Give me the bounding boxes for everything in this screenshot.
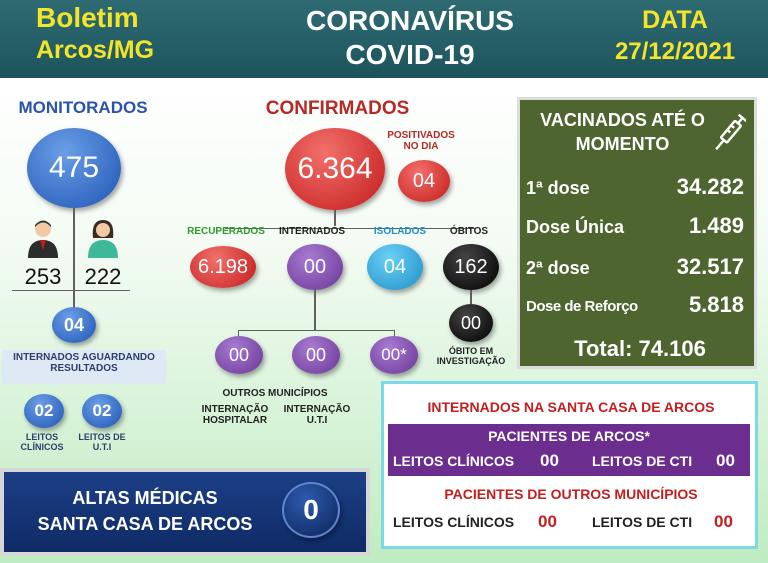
connector-line (314, 290, 316, 330)
arcos-clinicos-value: 00 (540, 451, 559, 470)
vacina-reforco-label: Dose de Reforço (526, 298, 638, 315)
obitos-circle: 162 (443, 244, 499, 290)
internados-label: INTERNADOS (278, 226, 346, 237)
leitos-clinicos-circle: 02 (24, 394, 64, 428)
pacientes-outros-label: PACIENTES DE OUTROS MUNICÍPIOS (444, 486, 698, 502)
aguardando-label: INTERNADOS AGUARDANDO RESULTADOS (13, 352, 155, 374)
outros-clinicos-value: 00 (538, 512, 557, 531)
outros-municipios-label: OUTROS MUNICÍPIOS (222, 388, 328, 399)
isolados-label: ISOLADOS (373, 226, 427, 237)
obito-investigacao-label: ÓBITO EM INVESTIGAÇÃO (436, 346, 506, 366)
female-person-icon (88, 220, 118, 258)
monitorados-women: 222 (84, 264, 122, 289)
internados-sub1-circle: 00 (215, 336, 263, 374)
monitorados-label: MONITORADOS (18, 98, 148, 117)
syringe-icon (715, 113, 746, 151)
outros-clinicos-label: LEITOS CLÍNICOS (393, 514, 515, 530)
altas-value-circle: 0 (282, 482, 340, 538)
male-person-icon (28, 220, 58, 258)
vacina-dose1-value: 34.282 (676, 174, 744, 199)
outros-cti-label: LEITOS DE CTI (592, 514, 693, 530)
date-value: 27/12/2021 (614, 38, 736, 65)
internacao-hospitalar-label: INTERNAÇÃO HOSPITALAR (201, 404, 269, 426)
divider-line (12, 290, 130, 291)
leitos-clinicos-label: LEITOS CLÍNICOS (20, 432, 64, 452)
arcos-cti-label: LEITOS DE CTI (592, 453, 693, 469)
main-title: CORONAVÍRUS COVID-19 (306, 5, 514, 70)
connector-line (394, 330, 395, 338)
connector-line (225, 228, 475, 229)
internados-sub3-circle: 00* (370, 336, 418, 374)
vacinados-title: VACINADOS ATÉ O MOMENTO (540, 110, 705, 154)
pacientes-arcos-label: PACIENTES DE ARCOS* (488, 428, 650, 444)
monitorados-circle: 475 (27, 128, 121, 208)
positivados-label: POSITIVADOS NO DIA (387, 130, 455, 152)
aguardando-band (2, 350, 166, 384)
connector-line (238, 330, 239, 338)
leitos-uti-label: LEITOS DE U.T.I (78, 432, 126, 452)
connector-line (470, 290, 472, 304)
monitorados-men: 253 (24, 264, 62, 289)
confirmados-label: CONFIRMADOS (265, 98, 410, 119)
recuperados-label: RECUPERADOS (187, 226, 265, 237)
outros-cti-value: 00 (714, 512, 733, 531)
city-name: Arcos/MG (36, 36, 155, 64)
internacao-uti-label: INTERNAÇÃO U.T.I (283, 404, 351, 426)
header-bar (0, 0, 768, 78)
leitos-uti-circle: 02 (82, 394, 122, 428)
internados-sub2-circle: 00 (292, 336, 340, 374)
positivados-circle: 04 (398, 160, 450, 202)
date-label: DATA (642, 6, 708, 34)
connector-line (73, 208, 75, 308)
vacina-dose2-value: 32.517 (676, 254, 744, 279)
santa-casa-title: INTERNADOS NA SANTA CASA DE ARCOS (427, 399, 715, 415)
arcos-cti-value: 00 (716, 451, 735, 470)
vacinados-panel (517, 97, 757, 369)
arcos-clinicos-label: LEITOS CLÍNICOS (393, 453, 515, 469)
obito-investigacao-circle: 00 (449, 304, 493, 342)
confirmados-circle: 6.364 (285, 128, 385, 210)
vacina-total: Total: 74.106 (574, 336, 706, 361)
vacina-reforco-value: 5.818 (688, 292, 744, 317)
recuperados-circle: 6.198 (190, 246, 256, 288)
vacina-dose-unica-value: 1.489 (688, 213, 744, 238)
connector-line (334, 210, 336, 226)
vacina-dose2-label: 2ª dose (526, 258, 590, 278)
isolados-circle: 04 (367, 244, 423, 290)
vacina-dose-unica-label: Dose Única (526, 217, 625, 237)
internados-circle: 00 (287, 244, 343, 290)
pacientes-arcos-band (388, 424, 750, 476)
bulletin-title: Boletim (36, 2, 139, 33)
connector-line (238, 330, 394, 331)
altas-label: ALTAS MÉDICAS SANTA CASA DE ARCOS (37, 488, 253, 534)
vacina-dose1-label: 1ª dose (526, 178, 590, 198)
aguardando-circle: 04 (52, 307, 96, 343)
obitos-label: ÓBITOS (449, 226, 489, 237)
